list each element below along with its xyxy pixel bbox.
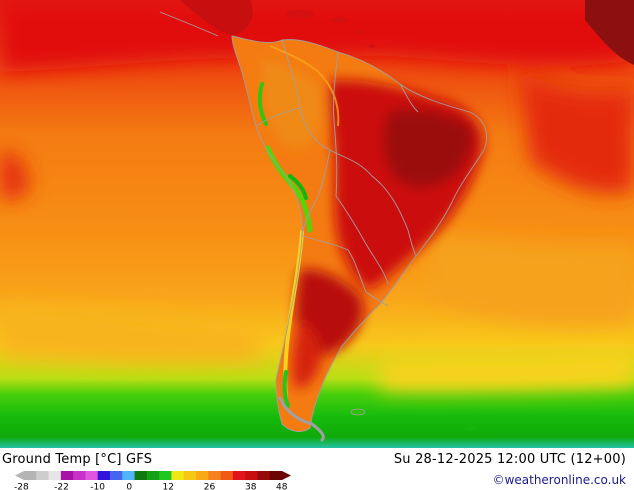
legend-swatch (36, 471, 49, 480)
legend-swatch (183, 471, 197, 480)
legend-arrow-low (15, 471, 24, 480)
legend-swatch (269, 471, 283, 480)
country-borders (159, 11, 488, 432)
legend-tick-label: 48 (276, 483, 288, 490)
falkland-islands (350, 408, 366, 416)
color-legend: -28 -22 -10 0 12 26 38 48 (14, 471, 291, 490)
legend-swatch (110, 471, 123, 480)
northern-landmass (180, 0, 634, 65)
legend-swatch (73, 471, 86, 480)
credit-link[interactable]: ©weatheronline.co.uk (492, 473, 626, 487)
legend-tick-label: 0 (126, 483, 132, 490)
legend-swatch (134, 471, 148, 480)
legend-tick-label: 38 (245, 483, 257, 490)
legend-swatch (196, 471, 209, 480)
legend-tick-label: -10 (90, 483, 105, 490)
legend-tick-label: -28 (14, 483, 29, 490)
map-title: Ground Temp [°C] GFS (2, 452, 153, 467)
legend-swatch (122, 471, 135, 480)
map-footer: Ground Temp [°C] GFS Su 28-12-2025 12:00… (0, 448, 634, 490)
legend-swatch (232, 471, 246, 480)
legend-swatch (24, 471, 37, 480)
legend-swatch (159, 471, 172, 480)
temperature-map (0, 0, 634, 448)
legend-swatch (85, 471, 99, 480)
legend-swatch (208, 471, 221, 480)
ocean-temperature-patches (0, 0, 634, 391)
valid-time: Su 28-12-2025 12:00 UTC (12+00) (393, 452, 626, 467)
legend-tick-label: -22 (54, 483, 69, 490)
legend-swatch (146, 471, 160, 480)
legend-swatch (257, 471, 271, 480)
legend-swatch (220, 471, 234, 480)
legend-swatch (48, 471, 62, 480)
legend-tick-label: 26 (204, 483, 216, 490)
legend-swatch (171, 471, 185, 480)
caribbean-islands (286, 10, 375, 48)
legend-swatch (60, 471, 74, 480)
south-georgia-island (464, 426, 476, 430)
legend-swatch (97, 471, 111, 480)
legend-arrow-high (282, 471, 291, 480)
legend-swatch (245, 471, 258, 480)
legend-tick-label: 12 (162, 483, 173, 490)
